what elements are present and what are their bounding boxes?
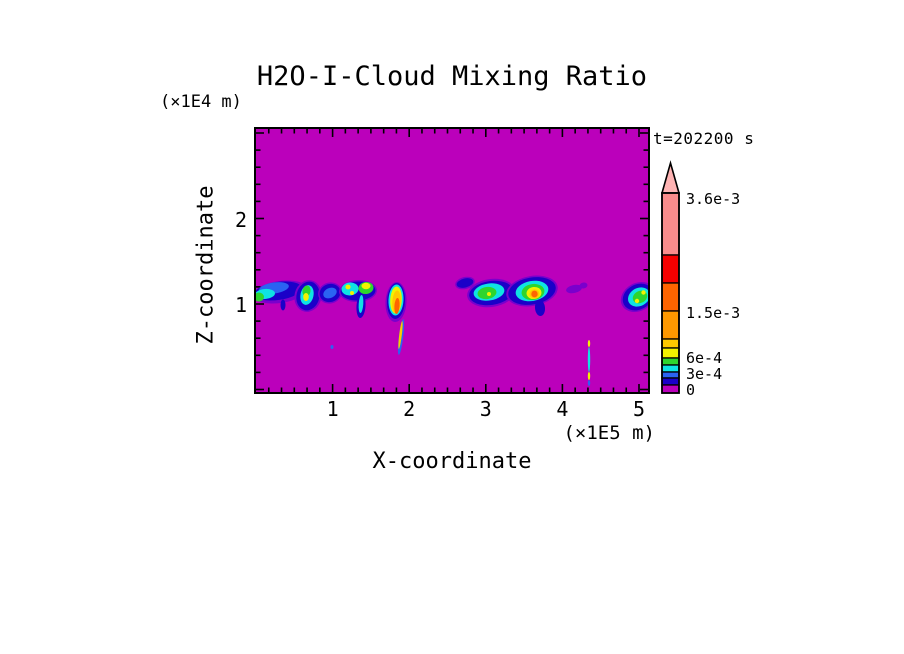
- y-axis-unit-label: (×1E4 m): [160, 92, 242, 112]
- y-tick-label: 2: [234, 207, 247, 232]
- chart-title: H2O-I-Cloud Mixing Ratio: [256, 61, 648, 92]
- colorbar-label: 6e-4: [686, 349, 723, 367]
- cloud-contour-thin-streak: [587, 372, 591, 380]
- cloud-contour-cloud-4-vshape: [341, 282, 359, 296]
- colorbar-label: 0: [686, 381, 696, 399]
- cloud-contour-purple-smudge: [566, 284, 582, 294]
- cloud-contour-plume-orange: [398, 321, 403, 349]
- contour-plot-canvas: [256, 129, 648, 392]
- cloud-contour-cloud-6: [531, 290, 538, 298]
- cloud-contour-thin-streak: [587, 340, 591, 347]
- x-tick-label: 5: [632, 397, 646, 421]
- cloud-contour-thin-streak: [587, 380, 591, 386]
- plot-area: [254, 127, 650, 394]
- colorbar-segment: [661, 357, 680, 366]
- colorbar-label: 3.6e-3: [686, 190, 741, 208]
- cloud-contour-navy-streak: [456, 278, 474, 288]
- colorbar-segment: [661, 192, 680, 256]
- cloud-contour-cloud-4-vshape: [345, 284, 351, 290]
- y-tick-label: 1: [234, 293, 247, 317]
- cloud-contour-cloud-right-edge: [634, 298, 640, 304]
- time-label: t=202200 s: [653, 129, 755, 148]
- x-tick-label: 4: [556, 397, 569, 421]
- x-axis-unit-label: (×1E5 m): [563, 422, 655, 444]
- cloud-contour-cloud-6: [534, 300, 546, 316]
- x-tick-label: 1: [326, 397, 339, 421]
- x-axis-title: X-coordinate: [372, 449, 532, 474]
- colorbar-segment: [661, 347, 680, 359]
- cloud-contour-cloud-4-vshape: [350, 291, 354, 295]
- colorbar-arrow: [660, 160, 681, 194]
- cloud-contour-plume-orange: [394, 298, 400, 314]
- cloud-contour-cloud-4-vshape: [358, 295, 364, 313]
- cloud-contour-cloud-5: [487, 292, 491, 296]
- cloud-contour-navy-dash: [280, 299, 286, 311]
- cloud-contour-tiny-dot: [330, 345, 334, 349]
- colorbar-segment: [661, 310, 680, 340]
- colorbar-outline: [661, 192, 680, 394]
- y-axis-title: Z-coordinate: [193, 185, 219, 345]
- colorbar-segment: [661, 364, 680, 373]
- cloud-contour-cloud-2: [303, 293, 309, 301]
- cloud-contour-cloud-right-edge: [641, 290, 646, 295]
- cloud-contour-cloud-left-edge: [256, 292, 264, 302]
- cloud-contour-cloud-5: [477, 286, 497, 300]
- cloud-contour-thin-streak: [587, 347, 591, 372]
- colorbar-segment: [661, 371, 680, 379]
- colorbar-segment: [661, 282, 680, 312]
- colorbar-segment: [661, 338, 680, 349]
- x-tick-label: 3: [479, 397, 492, 421]
- colorbar-segment: [661, 254, 680, 284]
- colorbar-segment: [661, 384, 680, 394]
- colorbar-segment: [661, 377, 680, 386]
- colorbar: [660, 160, 681, 394]
- colorbar-label: 3e-4: [686, 365, 723, 383]
- x-tick-label: 2: [403, 397, 416, 421]
- cloud-contour-cloud-4-vshape: [361, 282, 371, 290]
- cloud-contour-cloud-3: [323, 287, 337, 299]
- cloud-contour-purple-smudge: [579, 282, 588, 289]
- colorbar-label: 1.5e-3: [686, 304, 741, 322]
